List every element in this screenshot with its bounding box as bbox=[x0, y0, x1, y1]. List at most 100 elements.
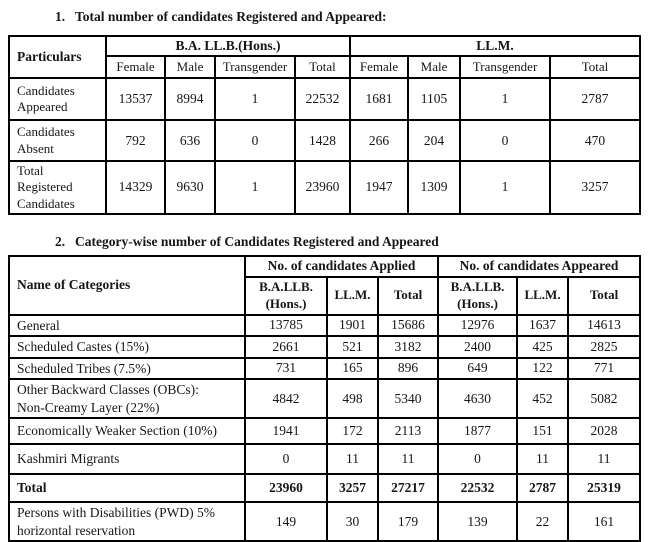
table2-row-obc: Other Backward Classes (OBCs): Non-Cream… bbox=[8, 378, 642, 420]
value-cell: 9630 bbox=[164, 160, 216, 215]
table2-group-header-row: Name of Categories No. of candidates App… bbox=[8, 254, 642, 316]
value-cell: 2661 bbox=[244, 335, 328, 359]
section2-heading: 2. Category-wise number of Candidates Re… bbox=[55, 234, 641, 249]
value-cell: 149 bbox=[244, 501, 328, 542]
value-cell: 14329 bbox=[105, 160, 166, 215]
value-cell: 771 bbox=[567, 356, 642, 381]
value-cell: 13537 bbox=[105, 77, 166, 121]
value-cell: 172 bbox=[326, 417, 379, 446]
table2-group-applied: No. of candidates Applied bbox=[243, 254, 440, 278]
value-cell: 4842 bbox=[244, 378, 328, 420]
value-cell: 13785 bbox=[244, 313, 328, 338]
value-cell: 22 bbox=[516, 501, 570, 542]
value-cell: 470 bbox=[549, 119, 642, 162]
value-cell: 25319 bbox=[567, 473, 642, 504]
value-cell: 2113 bbox=[376, 417, 440, 446]
value-cell: 30 bbox=[326, 501, 379, 542]
category-label: General bbox=[8, 313, 246, 338]
table2-row-scheduled-castes: Scheduled Castes (15%) 2661 521 3182 240… bbox=[8, 335, 642, 359]
value-cell: 1941 bbox=[244, 417, 328, 446]
table2-row-general: General 13785 1901 15686 12976 1637 1461… bbox=[8, 313, 642, 338]
table2-subheader-llm-appeared: LL.M. bbox=[516, 275, 570, 316]
table2-subheader-llm-applied: LL.M. bbox=[326, 275, 379, 316]
value-cell: 27217 bbox=[376, 473, 440, 504]
value-cell: 23960 bbox=[244, 473, 328, 504]
table2-sub-header-row: B.A.LLB. (Hons.) LL.M. Total B.A.LLB. (H… bbox=[9, 275, 642, 316]
category-label: Kashmiri Migrants bbox=[8, 443, 246, 476]
row-label: Candidates Appeared bbox=[8, 77, 107, 121]
value-cell: 22532 bbox=[293, 77, 352, 121]
category-label: Other Backward Classes (OBCs): Non-Cream… bbox=[8, 378, 246, 420]
table1-subheader-female-llm: Female bbox=[349, 55, 410, 79]
row-label: Total Registered Candidates bbox=[8, 160, 107, 215]
value-cell: 122 bbox=[516, 356, 570, 381]
value-cell: 0 bbox=[244, 443, 328, 476]
table2-row-scheduled-tribes: Scheduled Tribes (7.5%) 731 165 896 649 … bbox=[8, 356, 642, 381]
value-cell: 0 bbox=[437, 443, 519, 476]
category-wise-table: Name of Categories No. of candidates App… bbox=[8, 254, 642, 542]
value-cell: 0 bbox=[214, 119, 296, 162]
value-cell: 1 bbox=[214, 160, 296, 215]
category-label: Scheduled Castes (15%) bbox=[8, 335, 246, 359]
value-cell: 3257 bbox=[549, 160, 642, 215]
table2-subheader-ballb-appeared: B.A.LLB. (Hons.) bbox=[437, 275, 519, 316]
value-cell: 1681 bbox=[349, 77, 410, 121]
value-cell: 498 bbox=[326, 378, 379, 420]
value-cell: 4630 bbox=[437, 378, 519, 420]
value-cell: 22532 bbox=[437, 473, 519, 504]
value-cell: 896 bbox=[376, 356, 440, 381]
value-cell: 11 bbox=[567, 443, 642, 476]
table2-subheader-total-appeared: Total bbox=[567, 275, 642, 316]
section1-heading: 1. Total number of candidates Registered… bbox=[55, 9, 641, 24]
value-cell: 1309 bbox=[407, 160, 462, 215]
value-cell: 5340 bbox=[376, 378, 440, 420]
value-cell: 14613 bbox=[567, 313, 642, 338]
value-cell: 23960 bbox=[293, 160, 352, 215]
value-cell: 266 bbox=[349, 119, 410, 162]
registered-appeared-table: Particulars B.A. LL.B.(Hons.) LL.M. Fema… bbox=[8, 35, 642, 215]
section2-heading-text: Category-wise number of Candidates Regis… bbox=[75, 233, 439, 249]
category-label: Total bbox=[8, 473, 246, 504]
table2-corner-header: Name of Categories bbox=[8, 254, 246, 316]
value-cell: 2787 bbox=[549, 77, 642, 121]
value-cell: 731 bbox=[244, 356, 328, 381]
section1-heading-number: 1. bbox=[55, 9, 66, 24]
table2-row-ews: Economically Weaker Section (10%) 1941 1… bbox=[8, 417, 642, 446]
table1-row-candidates-absent: Candidates Absent 792 636 0 1428 266 204… bbox=[8, 119, 642, 162]
value-cell: 204 bbox=[407, 119, 462, 162]
table2-row-total: Total 23960 3257 27217 22532 2787 25319 bbox=[8, 473, 642, 504]
value-cell: 2400 bbox=[437, 335, 519, 359]
value-cell: 1877 bbox=[437, 417, 519, 446]
table1-subheader-male-ballb: Male bbox=[164, 55, 216, 79]
category-label: Persons with Disabilities (PWD) 5% horiz… bbox=[8, 501, 246, 542]
value-cell: 1637 bbox=[516, 313, 570, 338]
value-cell: 792 bbox=[105, 119, 166, 162]
value-cell: 1 bbox=[214, 77, 296, 121]
table1-corner-header: Particulars bbox=[8, 35, 107, 79]
table2-row-pwd: Persons with Disabilities (PWD) 5% horiz… bbox=[8, 501, 642, 542]
value-cell: 12976 bbox=[437, 313, 519, 338]
value-cell: 2028 bbox=[567, 417, 642, 446]
value-cell: 3182 bbox=[376, 335, 440, 359]
value-cell: 1901 bbox=[326, 313, 379, 338]
value-cell: 452 bbox=[516, 378, 570, 420]
table2-subheader-total-applied: Total bbox=[376, 275, 440, 316]
section1-heading-text: Total number of candidates Registered an… bbox=[75, 9, 387, 24]
table2-subheader-ballb-applied: B.A.LLB. (Hons.) bbox=[244, 275, 328, 316]
value-cell: 11 bbox=[516, 443, 570, 476]
value-cell: 179 bbox=[376, 501, 440, 542]
value-cell: 161 bbox=[567, 501, 642, 542]
value-cell: 151 bbox=[516, 417, 570, 446]
value-cell: 636 bbox=[164, 119, 216, 162]
table1-subheader-total-llm: Total bbox=[549, 55, 642, 79]
table1-group-llm: LL.M. bbox=[349, 35, 642, 57]
table1-subheader-total-ballb: Total bbox=[293, 55, 352, 79]
value-cell: 11 bbox=[326, 443, 379, 476]
row-label: Candidates Absent bbox=[8, 119, 107, 162]
table1-subheader-transgender-llm: Transgender bbox=[459, 55, 552, 79]
table1-sub-header-row: Female Male Transgender Total Female Mal… bbox=[9, 55, 642, 79]
value-cell: 2787 bbox=[516, 473, 570, 504]
value-cell: 1 bbox=[459, 77, 552, 121]
table1-group-header-row: Particulars B.A. LL.B.(Hons.) LL.M. bbox=[8, 35, 642, 79]
